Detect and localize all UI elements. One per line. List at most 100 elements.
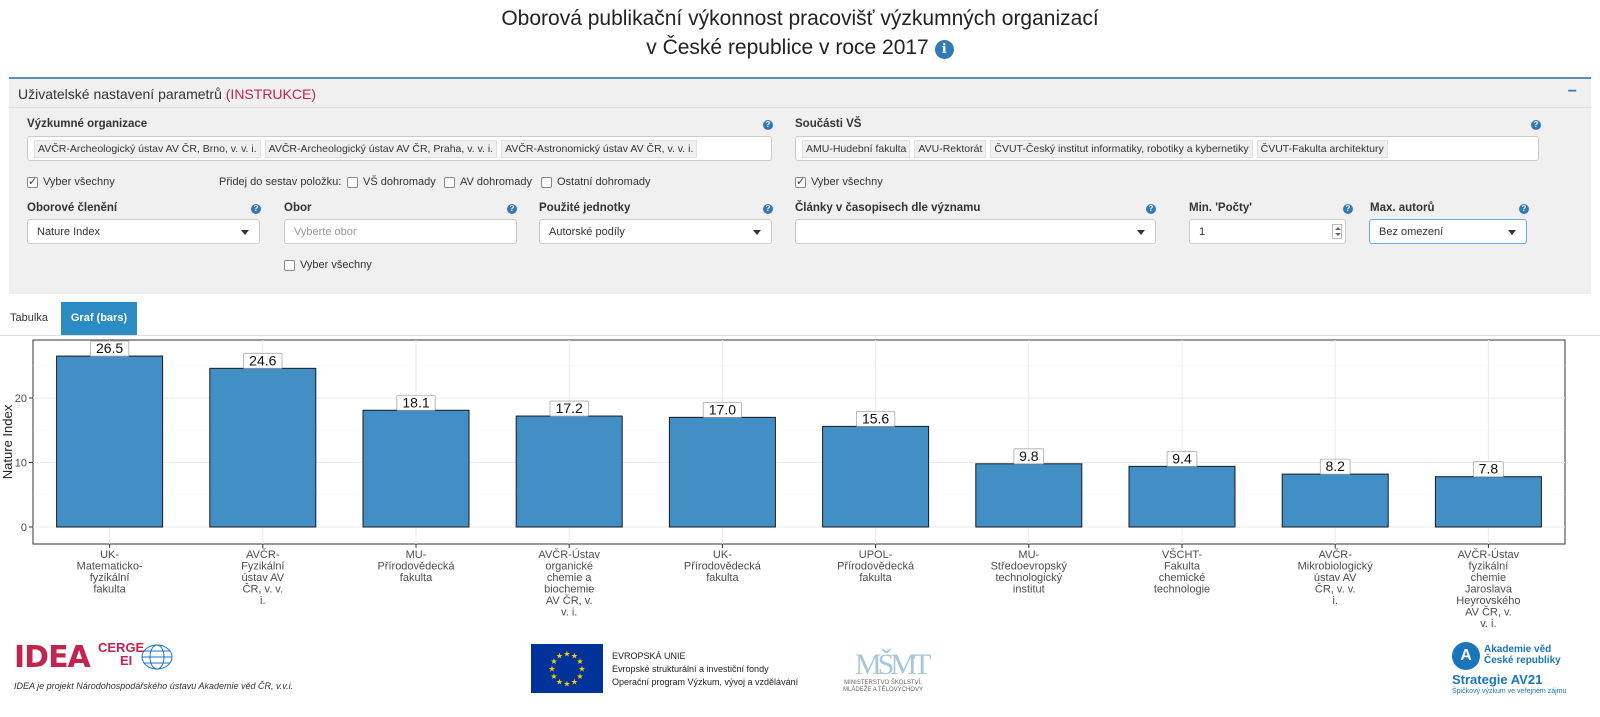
university-part-tag[interactable]: AVU-Rektorát: [914, 139, 987, 158]
research-orgs-select-all[interactable]: Vyber všechny: [27, 175, 115, 188]
eu-flag-icon: ★ ★ ★ ★ ★ ★ ★ ★ ★ ★ ★ ★: [531, 644, 603, 693]
msmt-line-1: MINISTERSTVO ŠKOLSTVÍ,: [844, 680, 922, 686]
university-part-tag[interactable]: ČVUT-Český institut informatiky, robotik…: [990, 139, 1253, 158]
field-label: Obor: [284, 202, 312, 214]
data-label-box: [856, 410, 896, 427]
field-placeholder: Vyberte obor: [294, 226, 357, 238]
eu-star-icon: ★: [563, 680, 570, 689]
eu-line-2: Evropské strukturální a investiční fondy: [612, 664, 769, 674]
tab-graph[interactable]: Graf (bars): [61, 302, 137, 335]
stepper-arrows-icon[interactable]: [1332, 224, 1342, 239]
eu-stars: ★★★★★★★★★ ★ ★★: [548, 650, 585, 689]
settings-panel: Uživatelské nastavení parametrů (INSTRUK…: [9, 77, 1591, 294]
title-line-1: Oborová publikační výkonnost pracovišť v…: [501, 7, 1099, 30]
x-tick-label: UK-Přírodovědecká fakulta: [684, 549, 762, 584]
research-org-tag[interactable]: AVČR-Astronomický ústav AV ČR, v. v. i.: [501, 139, 698, 158]
max-authors-label: Max. autorů: [1370, 202, 1435, 214]
y-tick-label: 20: [15, 393, 27, 405]
data-label: 24.6: [249, 352, 276, 368]
cerge-text: CERGE: [98, 640, 145, 655]
x-tick-label-line: AV ČR, v.: [1465, 606, 1512, 619]
research-org-tag[interactable]: AVČR-Archeologický ústav AV ČR, Brno, v.…: [34, 139, 261, 158]
units-label: Použité jednotky: [539, 202, 631, 214]
max-authors-help-icon[interactable]: ?: [1519, 204, 1529, 214]
university-parts-help-icon[interactable]: ?: [1531, 120, 1541, 130]
checkbox-icon[interactable]: [284, 259, 295, 271]
checkbox-checked-icon[interactable]: [795, 175, 806, 188]
x-tick-label-line: institut: [1013, 584, 1045, 596]
field-help-icon[interactable]: ?: [507, 204, 517, 214]
caret-down-icon: [1137, 230, 1145, 235]
field-division-select[interactable]: Nature Index: [27, 219, 260, 244]
x-tick-label-line: technologie: [1154, 584, 1210, 596]
data-label: 26.5: [96, 340, 123, 356]
min-count-input[interactable]: 1: [1189, 219, 1346, 244]
university-part-tag[interactable]: AMU-Hudební fakulta: [802, 139, 911, 158]
select-all-label: Vyber všechny: [300, 259, 372, 271]
info-icon[interactable]: i: [934, 40, 954, 59]
university-part-tag[interactable]: ČVUT-Fakulta architektury: [1256, 139, 1388, 158]
units-select[interactable]: Autorské podíly: [539, 219, 772, 244]
av-logo-icon: A: [1452, 642, 1480, 670]
checkbox-icon[interactable]: [347, 176, 358, 188]
x-tick-label-line: UK-: [713, 549, 732, 561]
x-tick-label-line: UPOL-: [859, 549, 893, 561]
research-org-tag[interactable]: AVČR-Archeologický ústav AV ČR, Praha, v…: [264, 139, 498, 158]
data-label: 8.2: [1325, 458, 1345, 474]
articles-help-icon[interactable]: ?: [1146, 204, 1156, 214]
add-vs-checkbox[interactable]: VŠ dohromady: [347, 176, 436, 188]
data-label: 18.1: [402, 394, 429, 410]
bar: [1434, 476, 1542, 528]
checkbox-icon[interactable]: [444, 176, 455, 188]
x-tick-label-line: AVČR-: [1318, 548, 1352, 561]
bar: [56, 355, 164, 528]
data-label-box: [1166, 450, 1198, 467]
bar: [362, 409, 470, 528]
caret-down-icon: [1508, 230, 1516, 235]
title-line-2-text: v České republice v roce 2017: [646, 36, 929, 59]
data-label: 9.4: [1172, 450, 1192, 466]
select-all-label: Vyber všechny: [811, 176, 883, 188]
checkbox-checked-icon[interactable]: [27, 175, 38, 188]
x-tick-label-line: Matematicko-: [77, 561, 143, 573]
add-other-checkbox[interactable]: Ostatní dohromady: [541, 176, 651, 188]
units-help-icon[interactable]: ?: [763, 204, 773, 214]
instructions-link[interactable]: (INSTRUKCE): [225, 86, 316, 102]
field-division-help-icon[interactable]: ?: [251, 204, 261, 214]
max-authors-select[interactable]: Bez omezení: [1369, 219, 1527, 244]
collapse-button[interactable]: −: [1567, 83, 1577, 100]
x-tick-label-line: Jaroslava: [1465, 584, 1513, 596]
x-tick-label-line: fakulta: [706, 572, 739, 584]
checkbox-icon[interactable]: [541, 176, 552, 188]
data-label-box: [1013, 448, 1045, 465]
data-label: 9.8: [1019, 448, 1039, 464]
add-av-checkbox[interactable]: AV dohromady: [444, 176, 532, 188]
articles-select[interactable]: [795, 219, 1156, 244]
x-tick-label-line: fakulta: [859, 572, 892, 584]
bar: [668, 416, 776, 528]
max-authors-value: Bez omezení: [1379, 226, 1444, 238]
university-parts-select-all[interactable]: Vyber všechny: [795, 175, 883, 188]
av-strategy: Strategie AV21: [1452, 672, 1543, 687]
globe-icon: [141, 644, 173, 670]
x-tick-label: MU-Přírodovědecká fakulta: [377, 549, 455, 584]
research-orgs-input[interactable]: AVČR-Archeologický ústav AV ČR, Brno, v.…: [27, 136, 772, 161]
field-select-all[interactable]: Vyber všechny: [284, 259, 372, 271]
university-parts-label: Součásti VŠ: [795, 118, 862, 130]
data-label-box: [702, 401, 743, 418]
msmt-logo: MŠMT: [855, 648, 933, 681]
bar: [209, 367, 317, 528]
university-parts-input[interactable]: AMU-Hudební fakulta AVU-Rektorát ČVUT-Česk…: [795, 136, 1539, 161]
x-tick-label-line: v. i.: [1480, 618, 1496, 630]
research-orgs-help-icon[interactable]: ?: [763, 120, 773, 130]
min-count-help-icon[interactable]: ?: [1343, 204, 1353, 214]
field-input[interactable]: Vyberte obor: [284, 219, 517, 244]
x-tick-label-line: VŠCHT-: [1162, 548, 1203, 561]
tab-table[interactable]: Tabulka: [10, 312, 48, 324]
x-tick-label: AVČR-Mikrobiologický ústav AV ČR, v. v. i.: [1298, 548, 1374, 607]
research-orgs-label: Výzkumné organizace: [27, 118, 148, 130]
eu-star-icon: ★: [548, 665, 555, 674]
x-tick-label-line: Fakulta: [1164, 561, 1201, 573]
eu-star-icon: ★: [550, 672, 557, 681]
research-orgs-tags: AVČR-Archeologický ústav AV ČR, Brno, v.…: [28, 137, 771, 160]
